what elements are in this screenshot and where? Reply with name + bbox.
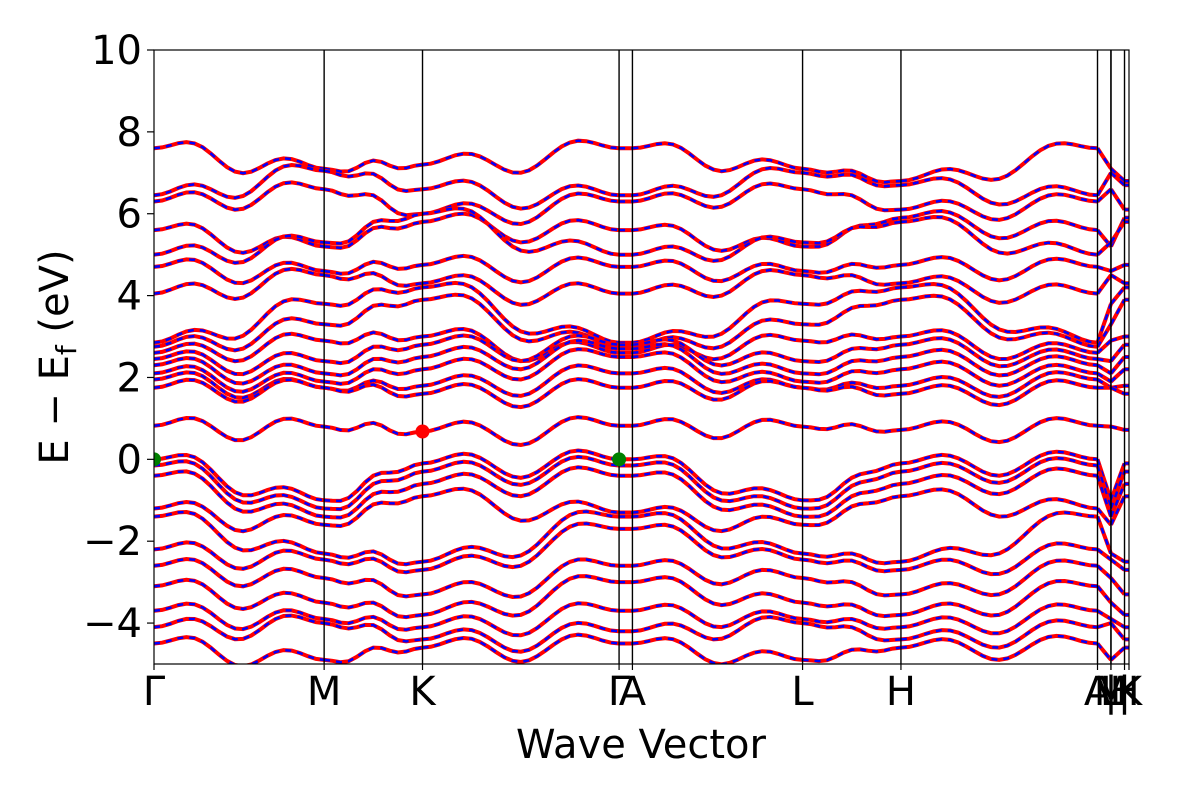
y-tick-label: 4 bbox=[117, 274, 142, 320]
band-edge-marker bbox=[612, 452, 627, 467]
y-axis-label: E − Ef (eV) bbox=[32, 249, 83, 464]
y-tick-label: 2 bbox=[117, 355, 142, 401]
y-tick-label: −2 bbox=[83, 519, 142, 565]
y-tick-label: −4 bbox=[83, 601, 142, 647]
x-tick-label: K bbox=[1116, 669, 1144, 715]
x-tick-label: A bbox=[1084, 669, 1112, 715]
x-tick-label: | bbox=[1118, 669, 1131, 715]
x-tick-label: A bbox=[619, 669, 647, 715]
y-tick-label: 0 bbox=[117, 437, 142, 483]
y-axis-label-sub: f bbox=[50, 344, 83, 355]
band-line-blue bbox=[154, 415, 1129, 447]
y-axis-label-main: E − E bbox=[32, 355, 78, 465]
band-edge-marker bbox=[154, 452, 161, 467]
x-tick-label: L bbox=[1100, 669, 1123, 715]
y-tick-label: 10 bbox=[91, 28, 142, 74]
band-edge-markers bbox=[154, 424, 627, 467]
x-tick-label: H bbox=[1109, 669, 1139, 715]
x-tick-label: M bbox=[307, 669, 342, 715]
band-edge-marker bbox=[415, 424, 430, 439]
x-ticks: Γ M K ΓA L H AM|L|HK bbox=[143, 664, 1144, 715]
band-line-red bbox=[154, 556, 1129, 600]
y-tick-label: 6 bbox=[117, 192, 142, 238]
x-tick-label: | bbox=[1104, 669, 1117, 715]
band-line-red bbox=[154, 454, 1129, 512]
y-ticks: 10 8 6 4 2 0 −2 −4 bbox=[83, 28, 154, 647]
x-tick-label: Γ bbox=[143, 669, 166, 715]
y-axis-label-unit: (eV) bbox=[32, 249, 78, 345]
band-line-red bbox=[154, 613, 1129, 654]
x-tick-label: H bbox=[886, 669, 916, 715]
plot-frame bbox=[153, 49, 1130, 665]
high-symmetry-lines bbox=[323, 50, 1126, 664]
band-lines bbox=[154, 138, 1129, 664]
x-tick-label: K bbox=[409, 669, 437, 715]
x-axis-label: Wave Vector bbox=[516, 722, 767, 768]
band-line-blue bbox=[154, 633, 1129, 664]
y-tick-label: 8 bbox=[117, 110, 142, 156]
x-tick-label: L bbox=[791, 669, 814, 715]
x-tick-label: Γ bbox=[608, 669, 631, 715]
x-tick-label: M bbox=[1094, 669, 1129, 715]
band-line-red bbox=[154, 180, 1129, 227]
band-line-red bbox=[154, 632, 1129, 664]
